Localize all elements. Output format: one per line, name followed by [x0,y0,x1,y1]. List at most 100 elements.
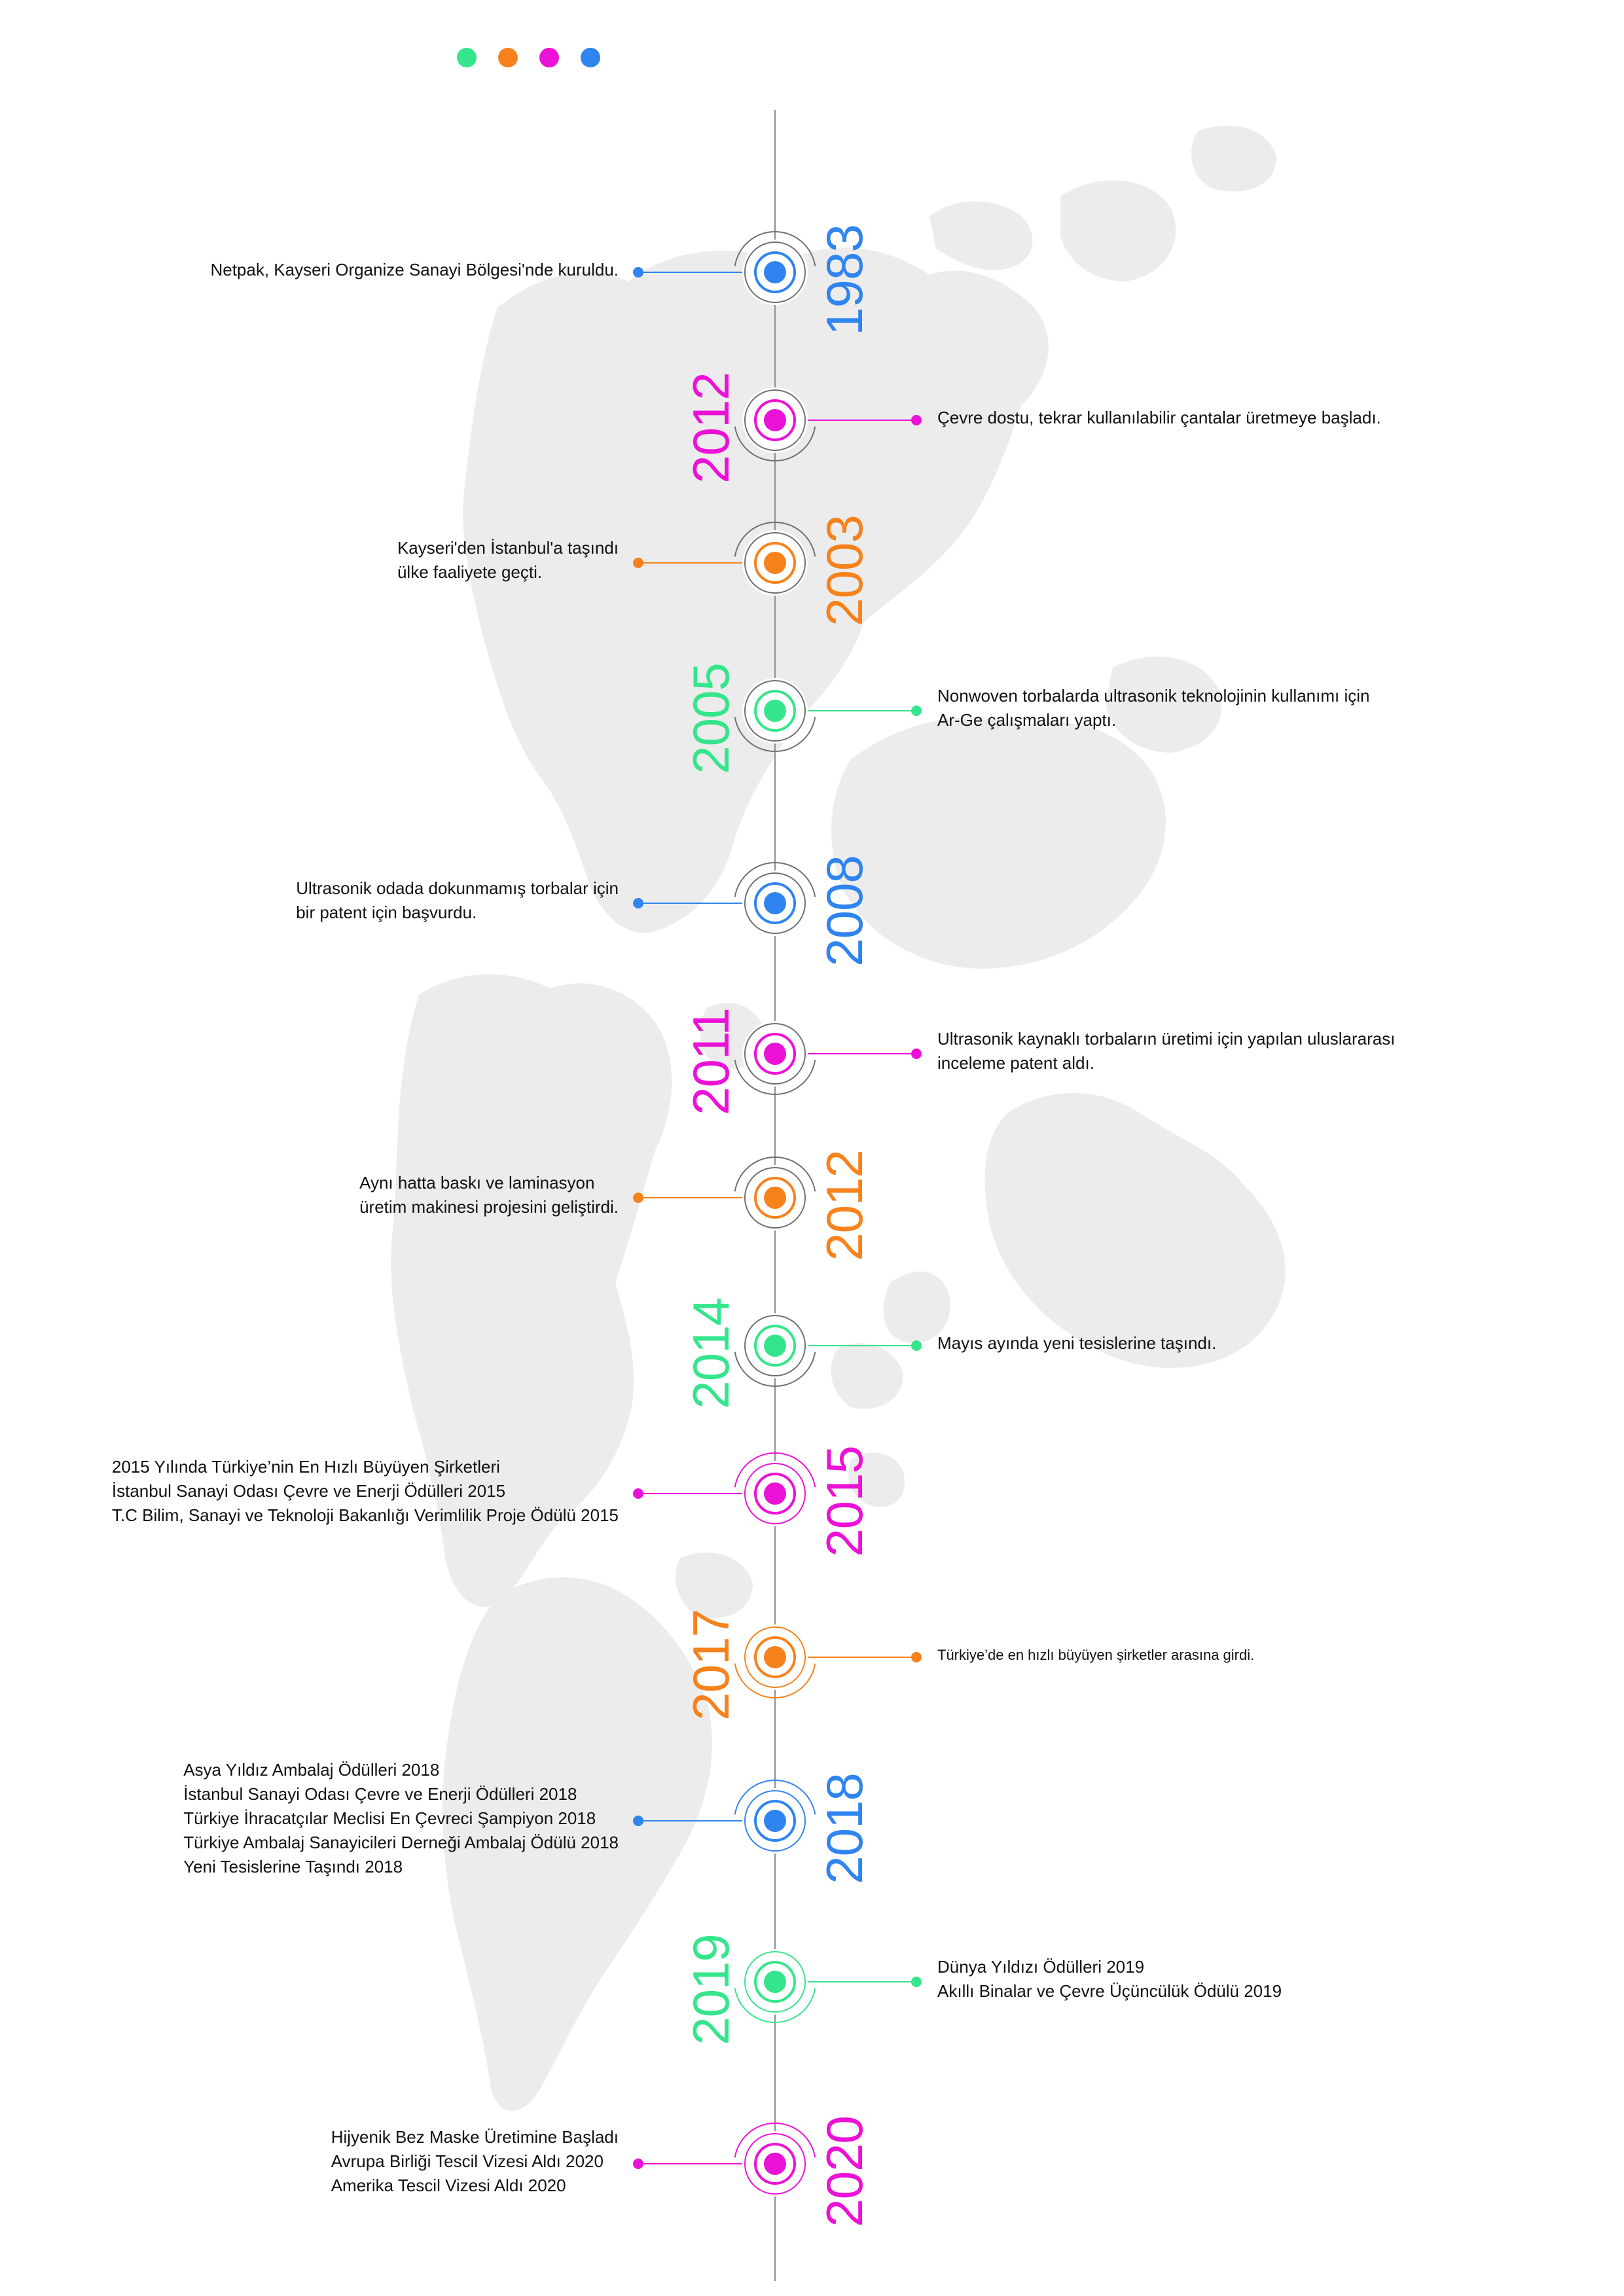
event-text-line: ülke faaliyete geçti. [397,562,543,582]
node-arc-outer-2003 [734,522,816,557]
event-text-line: Türkiye Ambalaj Sanayicileri Derneği Amb… [183,1832,619,1852]
event-text-line: İstanbul Sanayi Odası Çevre ve Enerji Öd… [183,1784,577,1804]
event-description-2020: Hijyenik Bez Maske Üretimine Başladı Avru… [331,2125,619,2198]
connector-dot-2015 [633,1488,643,1499]
year-label-2015: 2015 [816,1446,873,1557]
node-ring-2019 [744,1951,806,2013]
legend-dot-green [457,48,477,67]
year-label-2011: 2011 [682,1008,740,1115]
event-text-line: 2015 Yılında Türkiye’nin En Hızlı Büyüye… [111,1456,500,1477]
event-text-line: Ultrasonik odada dokunmamış torbalar içi… [296,878,619,898]
event-text-line: inceleme patent aldı. [937,1053,1094,1073]
event-text-line: Mayıs ayında yeni tesislerine taşındı. [937,1333,1217,1353]
event-description-2003: Kayseri'den İstanbul'a taşındı ülke faali… [397,536,619,584]
connector-dot-2019 [911,1977,922,1987]
node-center-dot-2014 [764,1335,786,1357]
event-description-2015: 2015 Yılında Türkiye’nin En Hızlı Büyüye… [112,1455,619,1528]
event-description-1983: Netpak, Kayseri Organize Sanayi Bölgesi'… [210,258,619,282]
event-description-2012: Çevre dostu, tekrar kullanılabilir çanta… [937,406,1381,430]
node-center-dot-2008 [764,892,786,914]
event-text-line: Avrupa Birliği Tescil Vizesi Aldı 2020 [331,2151,604,2171]
year-label-2008: 2008 [816,855,873,967]
node-arc-outer-2014 [734,1352,816,1387]
node-arc-outer-2008 [734,862,816,897]
event-text-line: Asya Yıldız Ambalaj Ödülleri 2018 [183,1759,440,1780]
event-description-2005: Nonwoven torbalarda ultrasonik teknoloji… [937,684,1369,732]
connector-dot-2017 [911,1652,922,1662]
node-center-dot-2019 [764,1971,786,1993]
event-description-2014: Mayıs ayında yeni tesislerine taşındı. [937,1331,1216,1355]
event-text-line: Aynı hatta baskı ve laminasyon [359,1173,595,1193]
node-ring-2018 [744,1790,806,1852]
connector-dot-2012 [911,415,922,425]
event-description-2018: Asya Yıldız Ambalaj Ödülleri 2018 İstanbu… [183,1758,619,1879]
event-text-line: Çevre dostu, tekrar kullanılabilir çanta… [937,407,1381,427]
node-ring-2014 [744,1315,806,1376]
legend-dot-blue [581,48,600,67]
node-arc-outer-1983 [734,231,816,266]
node-ring-2020 [744,2133,806,2195]
node-arc-outer-2012 [734,1157,816,1192]
event-text-line: Akıllı Binalar ve Çevre Üçüncülük Ödülü … [937,1981,1282,2001]
node-center-dot-2011 [764,1043,786,1065]
event-text-line: Nonwoven torbalarda ultrasonik teknoloji… [937,686,1370,706]
node-ring-2017 [744,1626,806,1688]
node-arc-outer-2011 [734,1060,816,1095]
node-ring-2008 [744,872,806,934]
event-text-line: Ultrasonik kaynaklı torbaların üretimi i… [937,1029,1396,1049]
event-description-2019: Dünya Yıldızı Ödülleri 2019 Akıllı Binala… [937,1955,1282,2003]
node-center-dot-2005 [764,700,786,722]
node-center-dot-2017 [764,1646,786,1668]
year-label-2005: 2005 [682,663,740,774]
event-description-2017: Türkiye’de en hızlı büyüyen şirketler ar… [937,1643,1254,1667]
node-arc-outer-2019 [734,1988,816,2023]
connector-dot-2014 [911,1340,922,1351]
event-text-line: İstanbul Sanayi Odası Çevre ve Enerji Öd… [111,1480,506,1501]
event-text-line: Hijyenik Bez Maske Üretimine Başladı [331,2126,619,2147]
connector-dot-2018 [633,1816,643,1826]
node-center-dot-2020 [764,2153,786,2175]
node-ring-2003 [744,532,806,594]
year-label-2019: 2019 [682,1934,740,2045]
node-arc-outer-2018 [734,1780,816,1815]
event-text-line: T.C Bilim, Sanayi ve Teknoloji Bakanlığı… [111,1505,619,1525]
node-arc-outer-2015 [734,1452,816,1488]
year-label-2020: 2020 [816,2116,873,2227]
connector-dot-1983 [633,267,643,278]
year-label-2014: 2014 [682,1298,740,1409]
event-description-2008: Ultrasonik odada dokunmamış torbalar içi… [296,876,619,925]
node-center-dot-2012 [764,1187,786,1209]
node-arc-outer-2012 [734,426,816,461]
connector-dot-2008 [633,898,643,908]
connector-dot-2011 [911,1049,922,1059]
node-center-dot-2018 [764,1810,786,1832]
node-center-dot-2003 [764,552,786,574]
legend-dot-orange [498,48,518,67]
event-description-2012: Aynı hatta baskı ve laminasyon üretim mak… [359,1171,619,1219]
event-text-line: Amerika Tescil Vizesi Aldı 2020 [331,2175,566,2195]
connector-dot-2020 [633,2159,643,2169]
node-arc-outer-2017 [734,1663,816,1698]
node-ring-2005 [744,680,806,742]
node-ring-2012 [744,389,806,451]
node-center-dot-2015 [764,1482,786,1505]
event-text-line: Yeni Tesislerine Taşındı 2018 [183,1856,403,1876]
event-text-line: bir patent için başvurdu. [296,903,477,922]
year-label-2012: 2012 [816,1150,873,1261]
legend-dot-magenta [539,48,559,67]
node-ring-2011 [744,1023,806,1085]
year-label-2018: 2018 [816,1773,873,1884]
node-ring-1983 [744,242,806,303]
event-text-line: Dünya Yıldızı Ödülleri 2019 [937,1957,1145,1977]
event-text-line: üretim makinesi projesini geliştirdi. [359,1197,619,1217]
year-label-2017: 2017 [682,1609,740,1721]
node-ring-2015 [744,1463,806,1524]
node-arc-outer-2020 [734,2123,816,2158]
event-text-line: Kayseri'den İstanbul'a taşındı [397,538,619,558]
event-text-line: Türkiye İhracatçılar Meclisi En Çevreci … [183,1808,596,1828]
connector-dot-2012 [633,1193,643,1203]
connector-dot-2005 [911,706,922,716]
